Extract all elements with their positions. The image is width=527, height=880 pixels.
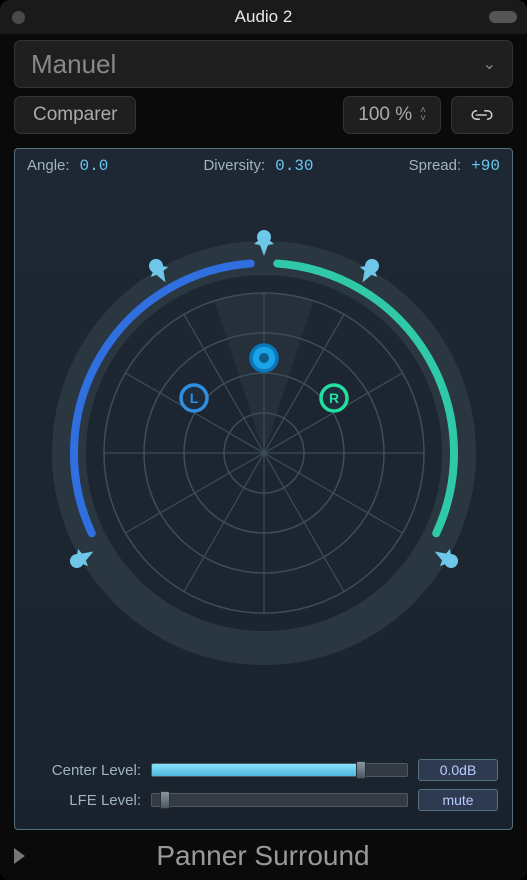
compare-label: Comparer [33, 104, 117, 126]
link-icon [468, 106, 496, 124]
lfe-level-value[interactable]: mute [418, 789, 498, 811]
center-level-row: Center Level: 0.0dB [29, 755, 498, 785]
svg-text:R: R [328, 390, 338, 406]
sliders: Center Level: 0.0dB LFE Level: mute [29, 755, 498, 815]
plugin-window: Audio 2 Manuel ⌄ Comparer 100 % ˄˅ Angle… [0, 0, 527, 880]
lfe-level-label: LFE Level: [29, 792, 141, 809]
angle-label: Angle: [27, 157, 70, 174]
lfe-level-row: LFE Level: mute [29, 785, 498, 815]
slider-thumb[interactable] [160, 791, 170, 809]
preset-label: Manuel [31, 49, 116, 80]
surround-field[interactable]: LR [34, 193, 494, 653]
mix-percent-value: 100 % [358, 104, 412, 126]
diversity-label: Diversity: [203, 157, 265, 174]
diversity-value: 0.30 [275, 157, 313, 175]
titlebar-pill[interactable] [489, 11, 517, 23]
center-level-label: Center Level: [29, 762, 141, 779]
preset-row: Manuel ⌄ [0, 34, 527, 92]
toolbar: Comparer 100 % ˄˅ [0, 92, 527, 142]
footer: Panner Surround [0, 832, 527, 880]
panner-panel: Angle: 0.0 Diversity: 0.30 Spread: +90 L… [14, 148, 513, 830]
link-button[interactable] [451, 96, 513, 134]
param-diversity[interactable]: Diversity: 0.30 [203, 157, 313, 175]
slider-thumb[interactable] [356, 761, 366, 779]
stepper-arrows-icon: ˄˅ [420, 107, 426, 123]
mix-percent-stepper[interactable]: 100 % ˄˅ [343, 96, 441, 134]
lfe-level-slider[interactable] [151, 793, 408, 807]
footer-title: Panner Surround [43, 840, 483, 872]
param-angle[interactable]: Angle: 0.0 [27, 157, 108, 175]
window-title: Audio 2 [0, 7, 527, 27]
param-row: Angle: 0.0 Diversity: 0.30 Spread: +90 [27, 157, 500, 175]
disclosure-triangle-icon[interactable] [14, 848, 25, 864]
center-level-value[interactable]: 0.0dB [418, 759, 498, 781]
preset-select[interactable]: Manuel ⌄ [14, 40, 513, 88]
svg-text:L: L [189, 390, 198, 406]
center-level-slider[interactable] [151, 763, 408, 777]
compare-button[interactable]: Comparer [14, 96, 136, 134]
titlebar[interactable]: Audio 2 [0, 0, 527, 34]
param-spread[interactable]: Spread: +90 [409, 157, 500, 175]
chevron-down-icon: ⌄ [483, 54, 496, 74]
angle-value: 0.0 [80, 157, 109, 175]
spread-value: +90 [471, 157, 500, 175]
spread-label: Spread: [409, 157, 462, 174]
